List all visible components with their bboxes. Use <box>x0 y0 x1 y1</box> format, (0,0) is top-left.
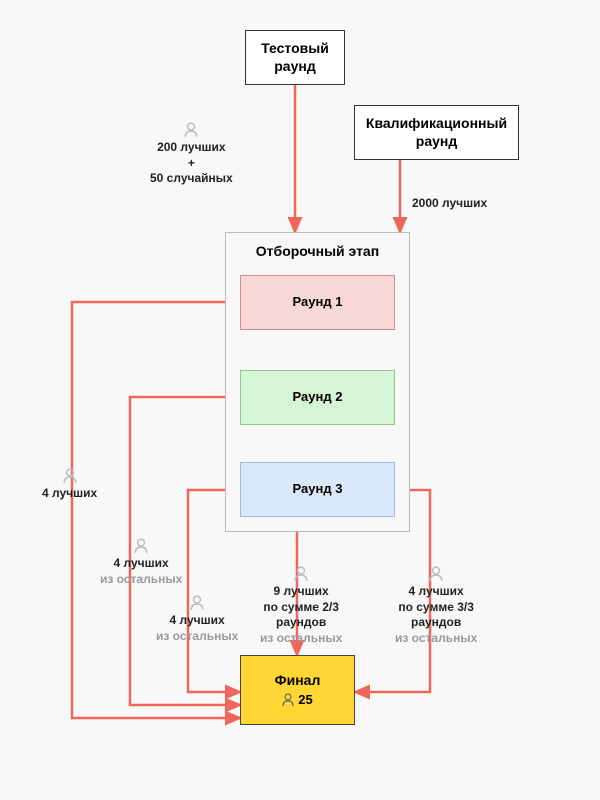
final-count: 25 <box>298 692 312 708</box>
person-icon <box>184 122 198 138</box>
person-icon <box>282 693 294 707</box>
node-round-2: Раунд 2 <box>240 370 395 425</box>
node-label: Финал <box>275 672 321 690</box>
person-icon <box>63 468 77 484</box>
node-round-1: Раунд 1 <box>240 275 395 330</box>
edge-label-test: 200 лучших + 50 случайных <box>150 122 233 187</box>
edge-label-sum23: 9 лучших по сумме 2/3 раундов из остальн… <box>260 566 342 646</box>
group-title: Отборочный этап <box>226 243 409 261</box>
node-test-round: Тестовыйраунд <box>245 30 345 85</box>
node-label: Тестовыйраунд <box>261 40 329 75</box>
edge-label-qual: 2000 лучших <box>412 196 487 212</box>
person-icon <box>429 566 443 582</box>
person-icon <box>190 595 204 611</box>
edge-label-sum33: 4 лучших по сумме 3/3 раундов из остальн… <box>395 566 477 646</box>
node-label: Раунд 1 <box>293 294 343 310</box>
final-count-row: 25 <box>282 692 312 708</box>
person-icon <box>294 566 308 582</box>
edge-label-r2: 4 лучших из остальных <box>100 538 182 587</box>
node-round-3: Раунд 3 <box>240 462 395 517</box>
edge-r1_to_final <box>72 302 240 718</box>
edge-label-r3: 4 лучших из остальных <box>156 595 238 644</box>
person-icon <box>134 538 148 554</box>
node-label: Раунд 2 <box>293 389 343 405</box>
node-final: Финал 25 <box>240 655 355 725</box>
node-qualification-round: Квалификационныйраунд <box>354 105 519 160</box>
edge-label-r1: 4 лучших <box>42 468 97 502</box>
node-label: Квалификационныйраунд <box>366 115 507 150</box>
node-label: Раунд 3 <box>293 481 343 497</box>
